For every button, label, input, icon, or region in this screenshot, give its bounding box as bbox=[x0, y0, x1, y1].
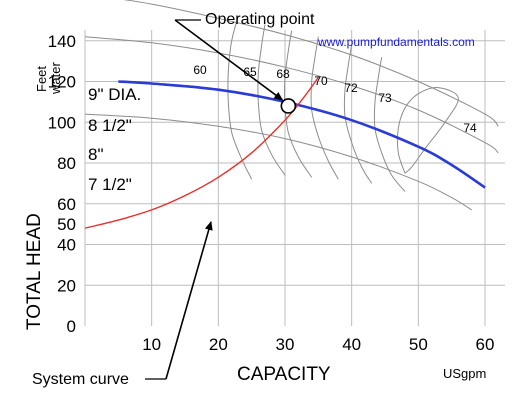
grid bbox=[84, 30, 505, 326]
diameter-label: 8" bbox=[88, 145, 104, 164]
efficiency-label: 65 bbox=[243, 65, 257, 79]
efficiency-label: 72 bbox=[344, 81, 358, 95]
y-tick-label: 0 bbox=[67, 317, 76, 336]
efficiency-curve-72 bbox=[343, 44, 373, 184]
y-tick-label: 40 bbox=[57, 236, 76, 255]
x-axis-label: CAPACITY bbox=[237, 364, 331, 385]
x-axis-unit: USgpm bbox=[443, 366, 486, 381]
efficiency-curve-65 bbox=[257, 24, 286, 176]
source-url: www.pumpfundamentals.com bbox=[317, 35, 475, 49]
efficiency-label: 70 bbox=[314, 74, 328, 88]
x-tick-label: 60 bbox=[476, 335, 495, 354]
impeller-curve bbox=[118, 80, 486, 189]
operating-point-arrow bbox=[174, 19, 284, 101]
y-axis-label: TOTAL HEAD bbox=[24, 213, 45, 330]
diameter-label: 8 1/2" bbox=[88, 116, 132, 135]
x-tick-label: 20 bbox=[209, 335, 228, 354]
impeller-curve bbox=[123, 0, 499, 127]
x-tick-label: 10 bbox=[142, 335, 161, 354]
y-axis-unit-water: water bbox=[48, 62, 63, 95]
operating-point-marker bbox=[280, 98, 297, 114]
y-tick-label: 20 bbox=[57, 276, 76, 295]
x-tick-label: 50 bbox=[409, 335, 428, 354]
diameter-label: 7 1/2" bbox=[88, 175, 132, 194]
system-curve-label: System curve bbox=[32, 371, 129, 388]
system-curve-layer bbox=[84, 19, 319, 380]
y-axis-unit-feet: Feet bbox=[34, 66, 49, 92]
efficiency-curve-73 bbox=[373, 57, 406, 192]
impeller-curve bbox=[84, 113, 472, 211]
efficiency-curve-70 bbox=[310, 36, 339, 180]
y-tick-label: 50 bbox=[57, 215, 76, 234]
y-tick-label: 140 bbox=[48, 32, 76, 51]
efficiency-label: 60 bbox=[193, 63, 207, 77]
y-tick-label: 100 bbox=[48, 113, 76, 132]
system-curve-arrow bbox=[165, 221, 213, 380]
y-tick-label: 120 bbox=[48, 73, 76, 92]
x-tick-label: 40 bbox=[342, 335, 361, 354]
efficiency-curve-60 bbox=[227, 16, 253, 180]
y-tick-label: 80 bbox=[57, 154, 76, 173]
efficiency-label: 68 bbox=[276, 67, 290, 81]
operating-point-label: Operating point bbox=[205, 11, 315, 28]
efficiency-label: 74 bbox=[463, 121, 477, 135]
diameter-label: 9" DIA. bbox=[88, 85, 141, 104]
impeller-curves bbox=[84, 0, 499, 211]
x-tick-label: 30 bbox=[276, 335, 295, 354]
impeller-curve bbox=[84, 36, 499, 154]
system-curve bbox=[84, 76, 319, 229]
efficiency-curve-74 bbox=[396, 87, 459, 174]
y-tick-label: 60 bbox=[57, 195, 76, 214]
efficiency-label: 73 bbox=[378, 91, 392, 105]
